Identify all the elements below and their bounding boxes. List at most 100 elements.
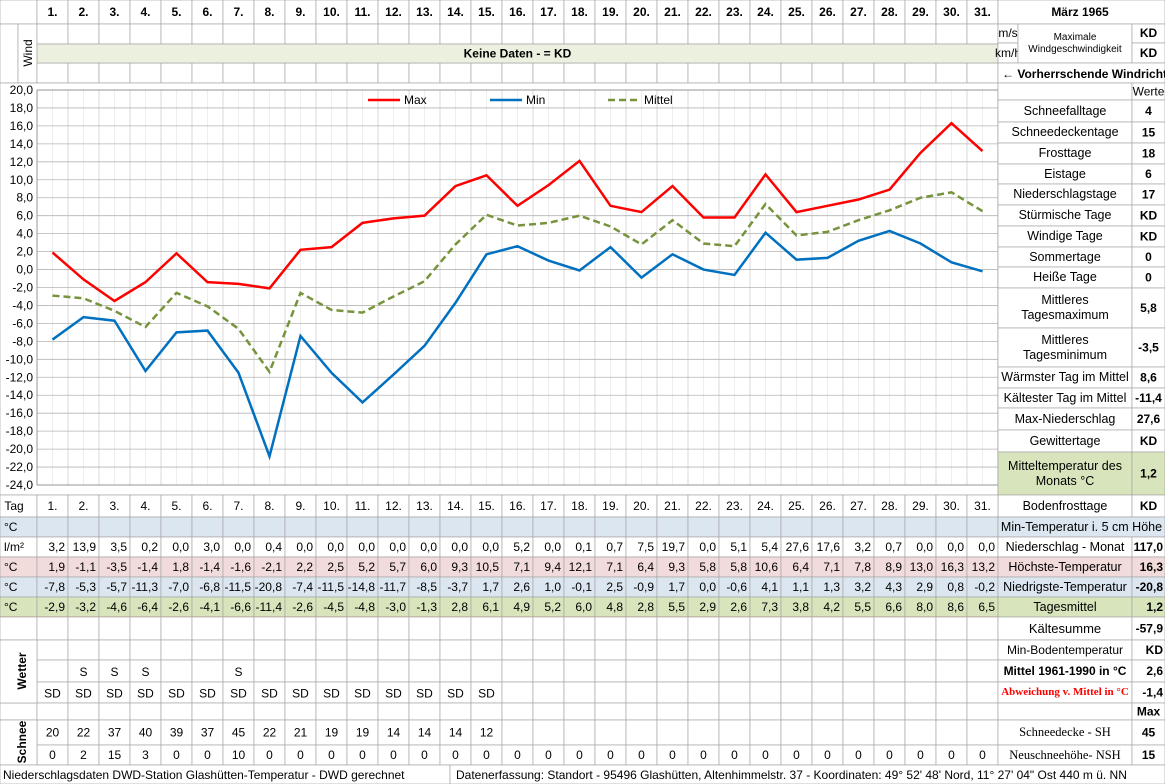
table-value: -2,1 (261, 560, 282, 574)
snow-value: 0 (545, 748, 552, 762)
cell (191, 719, 224, 746)
stat-value: KD (1140, 209, 1158, 223)
cell (749, 62, 782, 84)
cell (315, 62, 348, 84)
row-total: 16,3 (1140, 560, 1164, 574)
cell (129, 516, 162, 538)
table-value: 6,4 (637, 560, 654, 574)
table-value: 7,3 (761, 600, 778, 614)
cell (935, 23, 968, 45)
table-value: 16,3 (941, 560, 965, 574)
cell (811, 0, 844, 25)
unit-label: °C (4, 520, 18, 534)
summary-value: KD (1146, 643, 1164, 657)
wind-max-label: Maximale Windgeschwindigkeit (1028, 31, 1122, 55)
stat-label-box: Niederschlagstage (1013, 187, 1117, 201)
cell (966, 62, 999, 84)
weather-code: SD (385, 687, 402, 701)
y-tick-label: -12,0 (6, 370, 34, 384)
stat-label: Max-Niederschlag (1014, 411, 1116, 426)
table-value: -2,6 (292, 600, 313, 614)
cell (346, 516, 379, 538)
cell (160, 516, 193, 538)
snow-value: 22 (77, 726, 91, 740)
table-value: 5,5 (668, 600, 685, 614)
table-value: -11,5 (318, 580, 345, 594)
stat-label-box: Max-Niederschlag (1014, 411, 1116, 426)
cell (966, 23, 999, 45)
cell (935, 62, 968, 84)
summary-label-box: Abweichung v. Mittel in °C (1001, 686, 1129, 698)
table-value: 0,0 (482, 540, 499, 554)
day-label: 12. (385, 499, 402, 513)
day-label: 26. (819, 499, 836, 513)
table-value: 8,0 (916, 600, 933, 614)
stat-label: Schneefalltage (1023, 103, 1107, 118)
weather-code: S (79, 665, 87, 679)
cell (67, 23, 100, 45)
day-label: 3. (109, 499, 119, 513)
cell (625, 0, 658, 25)
cell (594, 719, 627, 746)
cell (0, 702, 38, 721)
wind-banner: Keine Daten - = KD (464, 47, 572, 61)
cell (625, 659, 658, 683)
table-value: -11,7 (380, 580, 407, 594)
table-value: 0,2 (141, 540, 158, 554)
snow-value: 12 (480, 726, 494, 740)
weather-code: S (141, 665, 149, 679)
cell (966, 659, 999, 683)
snow-value: 14 (387, 726, 401, 740)
cell (935, 616, 968, 641)
cell (470, 616, 503, 641)
cell (501, 516, 534, 538)
table-value: 5,5 (854, 600, 871, 614)
cell (687, 702, 720, 721)
cell (253, 639, 286, 661)
cell (439, 659, 472, 683)
day-label: 1. (47, 499, 57, 513)
stat-value: KD (1140, 230, 1158, 244)
unit-label: °C (4, 580, 18, 594)
cell (873, 681, 906, 704)
day-label: 17. (540, 499, 557, 513)
cell (129, 0, 162, 25)
cell (811, 702, 844, 721)
table-value: -0,6 (726, 580, 747, 594)
stat-value: -3,5 (1138, 341, 1159, 355)
snow-value: 0 (948, 748, 955, 762)
day-header: 24. (757, 5, 774, 19)
cell (780, 659, 813, 683)
cell (904, 23, 937, 45)
cell (904, 719, 937, 746)
day-label: 10. (323, 499, 340, 513)
table-value: 6,0 (420, 560, 437, 574)
cell (67, 62, 100, 84)
cell (191, 659, 224, 683)
row-label: Niederschlag - Monat (1005, 539, 1125, 554)
cell (873, 659, 906, 683)
snow-value: 0 (576, 748, 583, 762)
table-value: -2,6 (168, 600, 189, 614)
snow-value: 0 (514, 748, 521, 762)
day-label: 13. (416, 499, 433, 513)
cell (36, 516, 69, 538)
weather-code: SD (323, 687, 340, 701)
summary-label-box: Min-Bodentemperatur (1007, 643, 1123, 657)
max-header: Max (1137, 705, 1161, 719)
cell (873, 702, 906, 721)
y-tick-label: 10,0 (10, 173, 34, 187)
cell (997, 702, 1133, 721)
cell (687, 639, 720, 661)
snow-row-label: Schneedecke - SH (1019, 725, 1111, 739)
snow-row-label-box: Neuschneehöhe- NSH (1009, 748, 1120, 762)
cell (253, 659, 286, 683)
cell (377, 62, 410, 84)
cell (470, 659, 503, 683)
table-value: -11,3 (132, 580, 159, 594)
cell (377, 659, 410, 683)
cell (160, 702, 193, 721)
table-value: -3,5 (106, 560, 127, 574)
wind-label: Wind (21, 39, 35, 66)
